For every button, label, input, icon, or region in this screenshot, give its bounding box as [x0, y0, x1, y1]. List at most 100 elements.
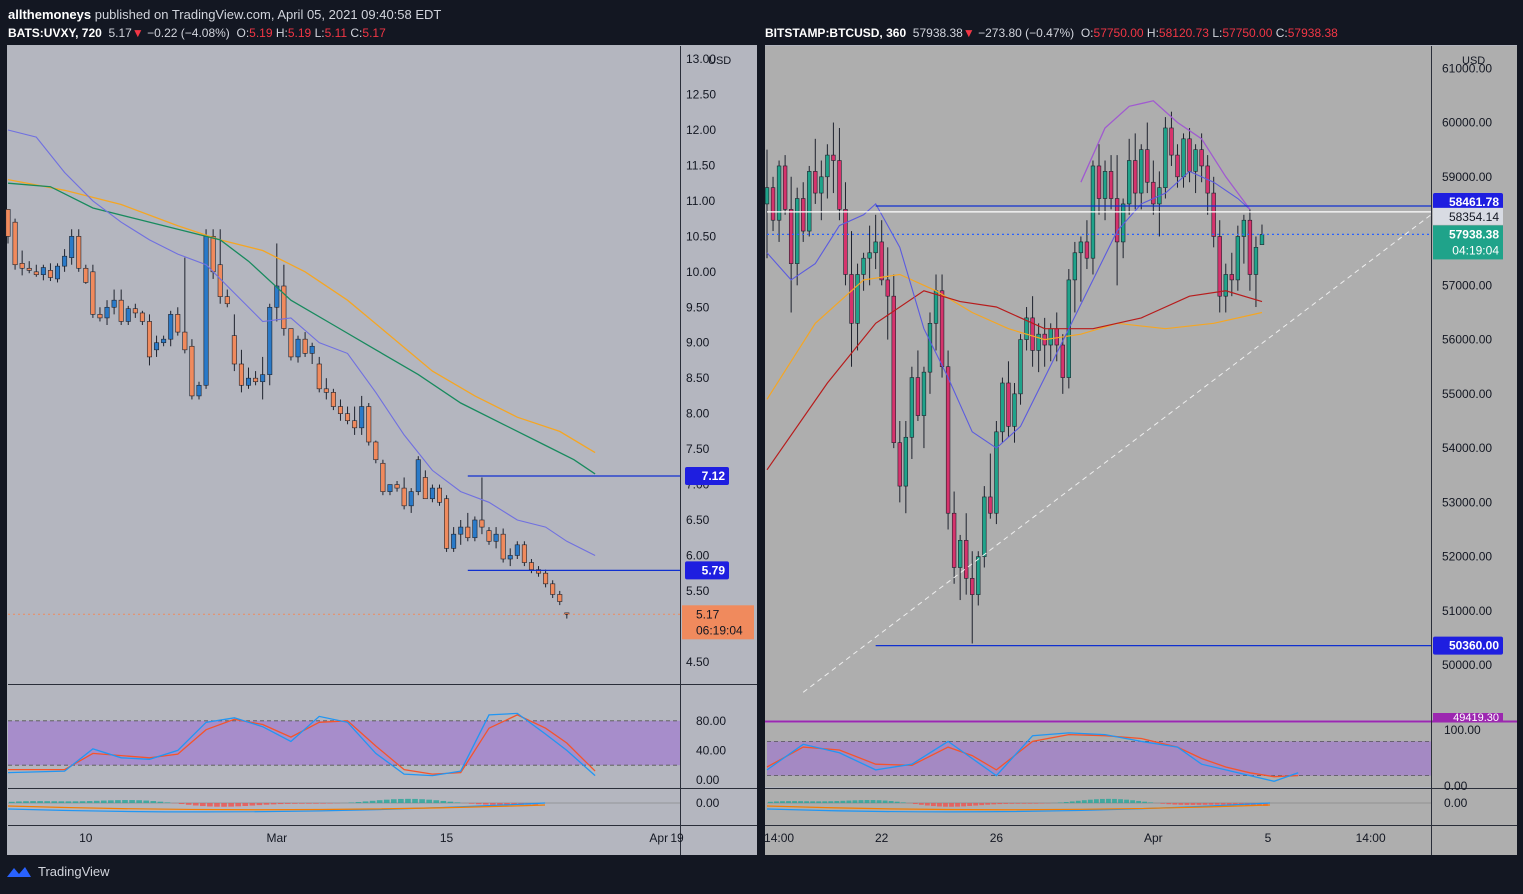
right-symbol[interactable]: BITSTAMP:BTCUSD, 360 [765, 26, 907, 40]
left-time-axis[interactable] [8, 826, 757, 855]
right-price-axis[interactable] [1431, 46, 1517, 826]
candle [387, 484, 393, 496]
right-time-axis[interactable] [765, 826, 1517, 855]
candle-body [111, 299, 117, 308]
price-axis-label: 8.00 [686, 407, 710, 421]
candle-body [521, 544, 527, 563]
right-macd-pane[interactable] [765, 789, 1431, 825]
macd-bar [1202, 803, 1208, 805]
macd-bar [967, 803, 973, 806]
time-axis-label: 22 [875, 831, 889, 845]
stoch-axis-label: 100.00 [1444, 723, 1481, 737]
macd-bar [979, 803, 985, 806]
candle [1114, 155, 1120, 286]
candle [189, 339, 195, 400]
candle-body [302, 338, 308, 354]
candle-body [19, 263, 25, 269]
candle-body [1030, 317, 1035, 351]
candle [951, 491, 957, 584]
candle-body [1054, 328, 1059, 346]
candle [380, 459, 386, 496]
candle [246, 367, 251, 389]
price-axis-label: 9.00 [686, 336, 710, 350]
candle [323, 378, 329, 400]
candle-body [933, 290, 939, 324]
price-axis-label: 7.50 [686, 442, 710, 456]
time-axis-label: Apr [649, 831, 668, 845]
candle [819, 160, 824, 221]
macd-bar [369, 800, 376, 803]
candle-body [528, 562, 534, 570]
candle-body [458, 526, 464, 535]
macd-bar [798, 801, 804, 803]
candle [373, 440, 379, 464]
macd-bar [1172, 803, 1178, 805]
macd-bar [143, 800, 150, 803]
right-price-pane[interactable] [765, 46, 1431, 720]
candle-body [139, 312, 145, 322]
macd-bar [108, 800, 114, 803]
right-flag-last: 57938.38 [1449, 227, 1499, 241]
price-axis-label: 50000.00 [1442, 658, 1492, 672]
candle [1145, 122, 1150, 194]
author-name[interactable]: allthemoneys [8, 7, 92, 22]
candle [909, 366, 915, 459]
candle-body [55, 265, 61, 280]
candle-body [1235, 236, 1241, 281]
left-symbol[interactable]: BATS:UVXY, 720 [8, 26, 102, 40]
candle [557, 590, 563, 606]
candle [47, 263, 53, 282]
macd-bar [1130, 800, 1136, 803]
candle [903, 420, 909, 514]
candle-body [964, 540, 969, 579]
left-low: 5.11 [324, 26, 348, 40]
right-countdown: 04:19:04 [1452, 243, 1499, 257]
macd-bar [1093, 799, 1099, 803]
candle [927, 312, 933, 394]
left-price-axis[interactable] [680, 46, 757, 826]
candle-body [903, 436, 909, 487]
candle-body [801, 198, 806, 232]
candle-body [1223, 274, 1228, 297]
macd-bar [1214, 803, 1220, 805]
candle-body [782, 165, 788, 210]
candle-body [921, 371, 927, 416]
macd-bar [355, 802, 362, 803]
candle-body [1175, 154, 1180, 178]
candle [1169, 111, 1174, 166]
candle [366, 403, 372, 446]
macd-bar [1075, 800, 1081, 803]
candle [40, 264, 46, 281]
candle [444, 495, 450, 552]
left-price-pane[interactable] [8, 46, 680, 684]
price-axis-label: 11.00 [686, 194, 715, 208]
price-axis-label: 13.00 [686, 52, 716, 66]
left-macd-pane[interactable] [8, 789, 680, 825]
macd-bar [383, 799, 390, 803]
candle [83, 264, 89, 284]
candle-body [879, 241, 884, 281]
candle-body [1018, 339, 1023, 395]
candle-body [855, 274, 860, 324]
candle [1084, 220, 1090, 270]
candle [770, 176, 776, 232]
candle-body [231, 335, 237, 365]
price-axis-label: 4.50 [686, 655, 710, 669]
price-axis-label: 55000.00 [1442, 387, 1492, 401]
macd-bar [768, 801, 773, 803]
macd-bar [164, 802, 171, 803]
macd-signal-line [7, 804, 546, 811]
macd-bar [1148, 802, 1154, 803]
candle-body [132, 308, 138, 314]
candle-body [976, 556, 981, 595]
candle [543, 569, 549, 588]
tradingview-branding[interactable]: TradingView [6, 864, 110, 879]
candle-body [401, 487, 407, 507]
candle-body [224, 296, 230, 305]
candle [1078, 236, 1084, 302]
macd-bar [792, 801, 797, 803]
macd-bar [1190, 803, 1196, 805]
candle [1072, 241, 1078, 313]
candle-body [451, 533, 457, 549]
